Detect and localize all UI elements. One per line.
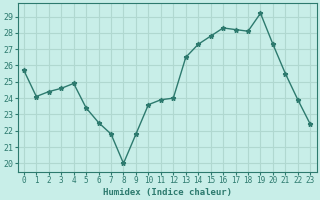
- X-axis label: Humidex (Indice chaleur): Humidex (Indice chaleur): [103, 188, 232, 197]
